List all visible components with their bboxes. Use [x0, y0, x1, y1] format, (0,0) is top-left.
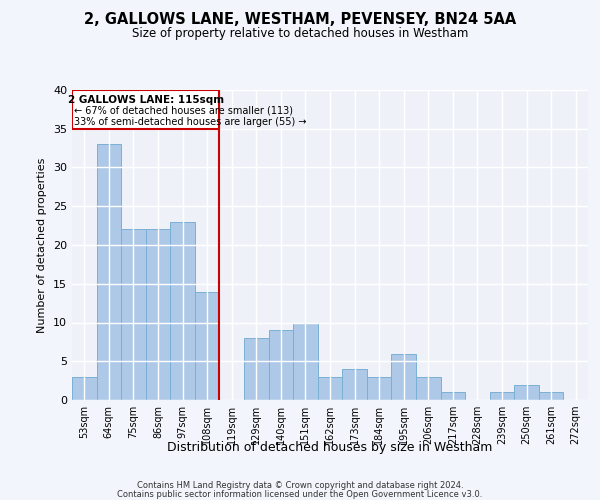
- Text: 33% of semi-detached houses are larger (55) →: 33% of semi-detached houses are larger (…: [74, 117, 307, 127]
- Text: 2, GALLOWS LANE, WESTHAM, PEVENSEY, BN24 5AA: 2, GALLOWS LANE, WESTHAM, PEVENSEY, BN24…: [84, 12, 516, 28]
- Bar: [195, 292, 220, 400]
- Text: 2 GALLOWS LANE: 115sqm: 2 GALLOWS LANE: 115sqm: [68, 94, 224, 104]
- Y-axis label: Number of detached properties: Number of detached properties: [37, 158, 47, 332]
- Bar: [318, 377, 342, 400]
- Bar: [97, 144, 121, 400]
- Bar: [269, 330, 293, 400]
- Bar: [391, 354, 416, 400]
- Bar: [490, 392, 514, 400]
- Bar: [367, 377, 391, 400]
- Text: Contains public sector information licensed under the Open Government Licence v3: Contains public sector information licen…: [118, 490, 482, 499]
- Bar: [514, 384, 539, 400]
- Bar: [342, 369, 367, 400]
- Bar: [440, 392, 465, 400]
- FancyBboxPatch shape: [72, 90, 220, 128]
- Text: Size of property relative to detached houses in Westham: Size of property relative to detached ho…: [132, 28, 468, 40]
- Bar: [170, 222, 195, 400]
- Text: Contains HM Land Registry data © Crown copyright and database right 2024.: Contains HM Land Registry data © Crown c…: [137, 481, 463, 490]
- Bar: [72, 377, 97, 400]
- Bar: [416, 377, 440, 400]
- Bar: [293, 322, 318, 400]
- Bar: [244, 338, 269, 400]
- Bar: [146, 230, 170, 400]
- Text: Distribution of detached houses by size in Westham: Distribution of detached houses by size …: [167, 441, 493, 454]
- Bar: [121, 230, 146, 400]
- Bar: [539, 392, 563, 400]
- Text: ← 67% of detached houses are smaller (113): ← 67% of detached houses are smaller (11…: [74, 106, 293, 116]
